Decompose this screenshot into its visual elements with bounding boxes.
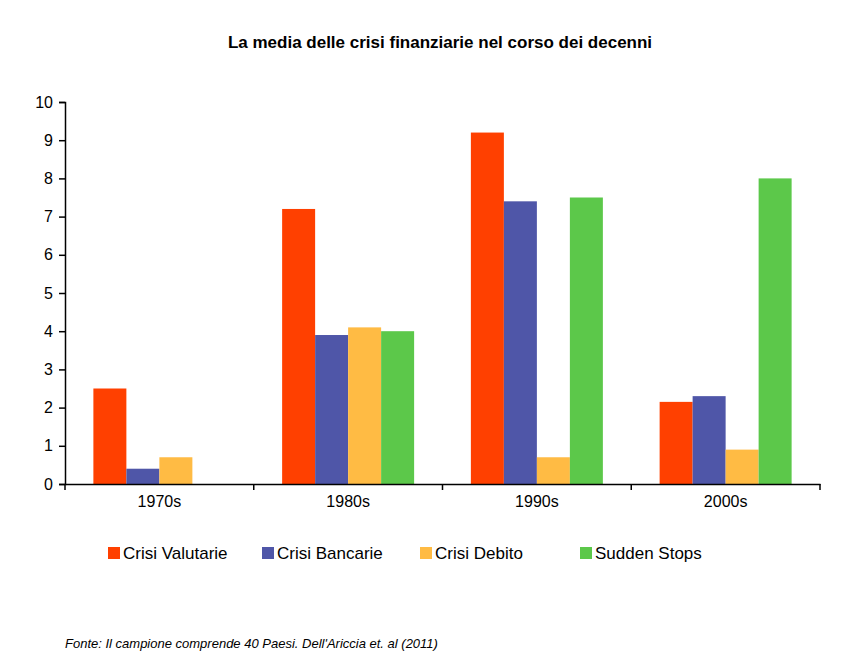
bar <box>759 178 792 484</box>
bar-series <box>159 327 758 484</box>
tick-mark <box>59 216 65 218</box>
tick-label: 8 <box>44 170 53 187</box>
tick-label: 1980s <box>326 493 370 510</box>
bar-series <box>381 178 791 484</box>
legend-label: Crisi Bancarie <box>277 544 383 563</box>
bar <box>93 389 126 485</box>
source-note: Fonte: Il campione comprende 40 Paesi. D… <box>65 636 438 651</box>
tick: 3 <box>44 361 65 378</box>
tick: 1970s <box>138 493 182 510</box>
tick-label: 4 <box>44 323 53 340</box>
bar <box>570 198 603 485</box>
tick-mark <box>59 484 65 486</box>
tick-label: 1970s <box>138 493 182 510</box>
category-separator <box>819 484 821 490</box>
legend: Crisi Valutarie Crisi Bancarie Crisi Debit… <box>108 544 702 563</box>
bar <box>159 457 192 484</box>
legend-item: Crisi Bancarie <box>262 544 383 563</box>
title: La media delle crisi finanziarie nel cor… <box>228 33 652 52</box>
bar <box>381 331 414 484</box>
bar <box>348 327 381 484</box>
tick-label: 3 <box>44 361 53 378</box>
legend-label: Crisi Valutarie <box>123 544 228 563</box>
tick-mark <box>59 407 65 409</box>
tick: 2000s <box>704 493 748 510</box>
tick: 1 <box>44 437 65 454</box>
legend-swatch <box>262 547 274 559</box>
y-axis: 0 1 2 3 4 5 6 7 8 9 10 <box>35 94 65 493</box>
bar-series <box>93 133 692 484</box>
tick-label: 2 <box>44 399 53 416</box>
tick-label: 10 <box>35 94 53 111</box>
bar-series <box>126 201 725 484</box>
tick-label: 7 <box>44 208 53 225</box>
category-separators <box>65 484 820 490</box>
legend-swatch <box>580 547 592 559</box>
tick-mark <box>59 446 65 448</box>
x-axis: 1970s 1980s 1990s 2000s <box>66 485 821 511</box>
tick-label: 1990s <box>515 493 559 510</box>
tick: 10 <box>35 94 65 111</box>
bar <box>537 457 570 484</box>
tick-label: 6 <box>44 246 53 263</box>
bar <box>660 402 693 484</box>
tick: 4 <box>44 323 65 340</box>
bar <box>471 133 504 484</box>
bar <box>315 335 348 484</box>
tick-mark <box>59 293 65 295</box>
legend-swatch <box>420 547 432 559</box>
tick: 1980s <box>326 493 370 510</box>
chart: La media delle crisi finanziarie nel cor… <box>0 0 855 658</box>
tick-label: 0 <box>44 476 53 493</box>
bars <box>93 133 791 484</box>
bar <box>282 209 315 484</box>
tick-mark <box>59 331 65 333</box>
tick: 5 <box>44 285 65 302</box>
category-separator <box>64 484 66 490</box>
bar <box>126 469 159 484</box>
tick-mark <box>59 140 65 142</box>
bar <box>693 396 726 484</box>
legend-swatch <box>108 547 120 559</box>
category-separator <box>253 484 255 490</box>
tick: 2 <box>44 399 65 416</box>
bar <box>726 450 759 484</box>
tick: 8 <box>44 170 65 187</box>
legend-label: Crisi Debito <box>435 544 523 563</box>
legend-item: Crisi Debito <box>420 544 523 563</box>
legend-item: Sudden Stops <box>580 544 702 563</box>
tick: 1990s <box>515 493 559 510</box>
tick-label: 2000s <box>704 493 748 510</box>
axis-line <box>59 103 66 485</box>
tick-label: 1 <box>44 437 53 454</box>
tick-label: 5 <box>44 285 53 302</box>
tick: 9 <box>44 132 65 149</box>
category-separator <box>631 484 633 490</box>
tick-mark <box>59 369 65 371</box>
legend-item: Crisi Valutarie <box>108 544 228 563</box>
tick: 7 <box>44 208 65 225</box>
tick-mark <box>59 102 65 104</box>
tick-mark <box>59 178 65 180</box>
tick-label: 9 <box>44 132 53 149</box>
legend-label: Sudden Stops <box>595 544 702 563</box>
bar <box>504 201 537 484</box>
tick: 0 <box>44 476 65 493</box>
tick-mark <box>59 255 65 257</box>
tick: 6 <box>44 246 65 263</box>
category-separator <box>442 484 444 490</box>
